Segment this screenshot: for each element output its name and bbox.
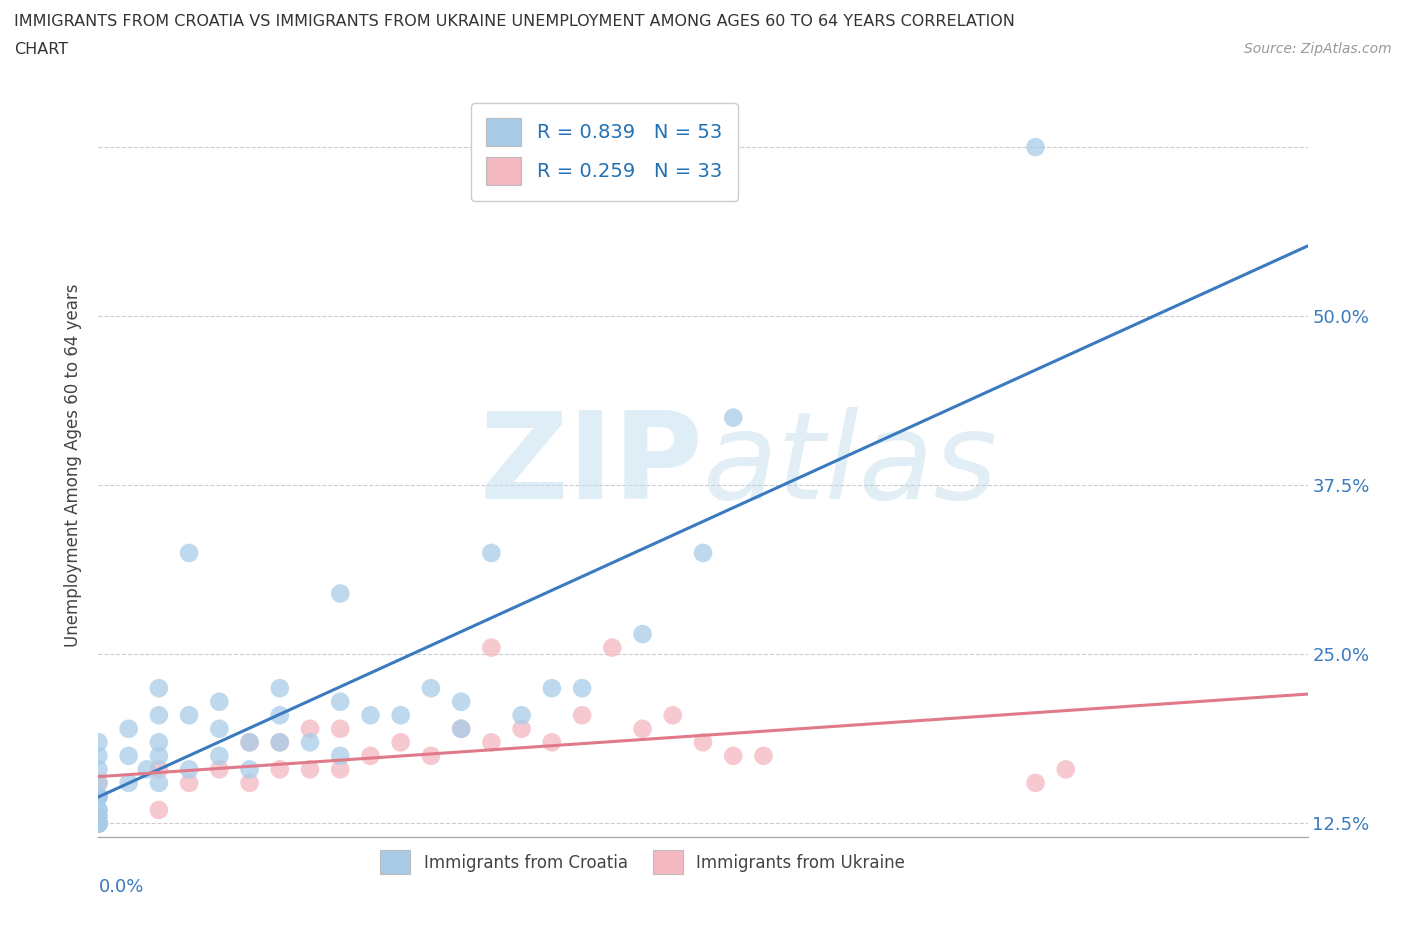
Text: ZIP: ZIP [479,406,703,524]
Point [87,762,110,777]
Point [329,749,352,764]
Point [329,586,352,601]
Point [481,640,503,655]
Point [208,762,231,777]
Point [87,749,110,764]
Point [239,776,262,790]
Point [450,722,472,737]
Point [148,708,170,723]
Point [208,749,231,764]
Point [540,735,562,750]
Point [360,708,382,723]
Point [87,776,110,790]
Text: 0.0%: 0.0% [98,878,143,896]
Point [540,681,562,696]
Point [239,762,262,777]
Point [239,735,262,750]
Point [299,722,322,737]
Point [269,681,291,696]
Point [481,735,503,750]
Y-axis label: Unemployment Among Ages 60 to 64 years: Unemployment Among Ages 60 to 64 years [65,284,83,646]
Point [87,803,110,817]
Point [87,776,110,790]
Point [631,722,654,737]
Point [87,789,110,804]
Point [510,722,533,737]
Point [87,789,110,804]
Point [360,749,382,764]
Point [118,749,141,764]
Point [148,735,170,750]
Text: CHART: CHART [14,42,67,57]
Point [420,681,443,696]
Text: atlas: atlas [703,406,998,524]
Point [148,749,170,764]
Point [87,809,110,824]
Point [148,762,170,777]
Point [87,816,110,830]
Point [87,816,110,830]
Point [389,708,412,723]
Point [481,546,503,561]
Point [1054,762,1077,777]
Point [148,776,170,790]
Point [1024,140,1046,154]
Point [752,749,775,764]
Point [329,722,352,737]
Point [118,722,141,737]
Point [269,708,291,723]
Point [118,776,141,790]
Point [179,762,201,777]
Point [420,749,443,764]
Point [602,640,624,655]
Point [329,762,352,777]
Point [723,749,745,764]
Point [208,695,231,710]
Point [87,816,110,830]
Point [269,735,291,750]
Point [692,546,714,561]
Text: Source: ZipAtlas.com: Source: ZipAtlas.com [1244,42,1392,56]
Point [208,722,231,737]
Point [87,816,110,830]
Point [389,735,412,750]
Point [87,735,110,750]
Point [87,803,110,817]
Point [631,627,654,642]
Point [450,722,472,737]
Point [269,735,291,750]
Point [87,816,110,830]
Point [571,681,593,696]
Point [723,410,745,425]
Point [510,708,533,723]
Point [299,762,322,777]
Point [299,735,322,750]
Point [329,695,352,710]
Point [179,708,201,723]
Point [450,695,472,710]
Point [87,809,110,824]
Text: IMMIGRANTS FROM CROATIA VS IMMIGRANTS FROM UKRAINE UNEMPLOYMENT AMONG AGES 60 TO: IMMIGRANTS FROM CROATIA VS IMMIGRANTS FR… [14,14,1015,29]
Point [87,816,110,830]
Point [148,803,170,817]
Point [179,776,201,790]
Point [269,762,291,777]
Legend: Immigrants from Croatia, Immigrants from Ukraine: Immigrants from Croatia, Immigrants from… [374,844,911,881]
Point [135,762,157,777]
Point [1024,776,1046,790]
Point [148,681,170,696]
Point [87,816,110,830]
Point [87,816,110,830]
Point [571,708,593,723]
Point [239,735,262,750]
Point [87,789,110,804]
Point [661,708,683,723]
Point [179,546,201,561]
Point [692,735,714,750]
Point [87,789,110,804]
